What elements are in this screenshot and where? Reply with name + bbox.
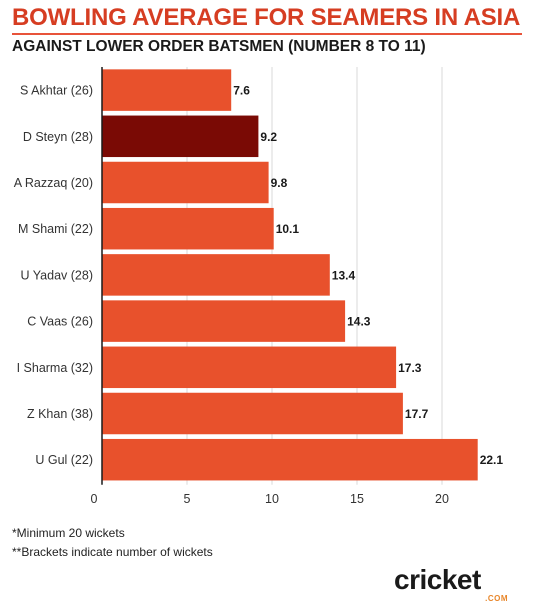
bar-3 — [102, 207, 274, 250]
bar-4 — [102, 254, 330, 296]
chart-title: BOWLING AVERAGE FOR SEAMERS IN ASIA — [12, 4, 521, 31]
cricket-com-logo: cricket .COM — [394, 564, 514, 606]
footnotes: *Minimum 20 wickets **Brackets indicate … — [12, 524, 213, 562]
data-label-7: 17.7 — [405, 407, 429, 421]
category-label-4: U Yadav (28) — [21, 268, 94, 282]
category-label-8: U Gul (22) — [35, 453, 93, 467]
data-label-4: 13.4 — [332, 268, 356, 282]
footnote-minimum-wickets: *Minimum 20 wickets — [12, 526, 125, 540]
logo-suffix: .COM — [485, 594, 508, 603]
bar-0 — [102, 69, 232, 111]
data-label-1: 9.2 — [260, 130, 277, 144]
category-label-7: Z Khan (38) — [27, 407, 93, 421]
footnote-brackets: **Brackets indicate number of wickets — [12, 545, 213, 559]
x-tick-label-15: 15 — [350, 492, 364, 506]
category-label-0: S Akhtar (26) — [20, 84, 93, 98]
bar-8 — [102, 438, 478, 481]
bar-6 — [102, 346, 397, 389]
data-label-0: 7.6 — [233, 84, 250, 98]
bar-2 — [102, 161, 269, 204]
data-label-2: 9.8 — [271, 176, 288, 190]
category-label-6: I Sharma (32) — [17, 361, 93, 375]
bar-7 — [102, 392, 403, 435]
x-tick-label-10: 10 — [265, 492, 279, 506]
data-label-5: 14.3 — [347, 315, 371, 329]
logo-wordmark: cricket — [394, 564, 481, 595]
bar-5 — [102, 300, 346, 342]
data-label-3: 10.1 — [276, 222, 300, 236]
data-label-8: 22.1 — [480, 453, 504, 467]
bar-chart: S Akhtar (26) 7.6 D Steyn (28) 9.2 A Razzaq … — [14, 67, 504, 506]
bar-1 — [102, 115, 259, 158]
category-label-1: D Steyn (28) — [23, 130, 93, 144]
chart-subtitle: AGAINST LOWER ORDER BATSMEN (NUMBER 8 TO… — [12, 38, 426, 55]
x-tick-label-20: 20 — [435, 492, 449, 506]
category-label-2: A Razzaq (20) — [14, 176, 93, 190]
data-label-6: 17.3 — [398, 361, 422, 375]
category-label-3: M Shami (22) — [18, 222, 93, 236]
category-label-5: C Vaas (26) — [27, 315, 93, 329]
x-tick-label-0: 0 — [91, 492, 98, 506]
x-tick-label-5: 5 — [184, 492, 191, 506]
title-rule — [12, 33, 522, 35]
